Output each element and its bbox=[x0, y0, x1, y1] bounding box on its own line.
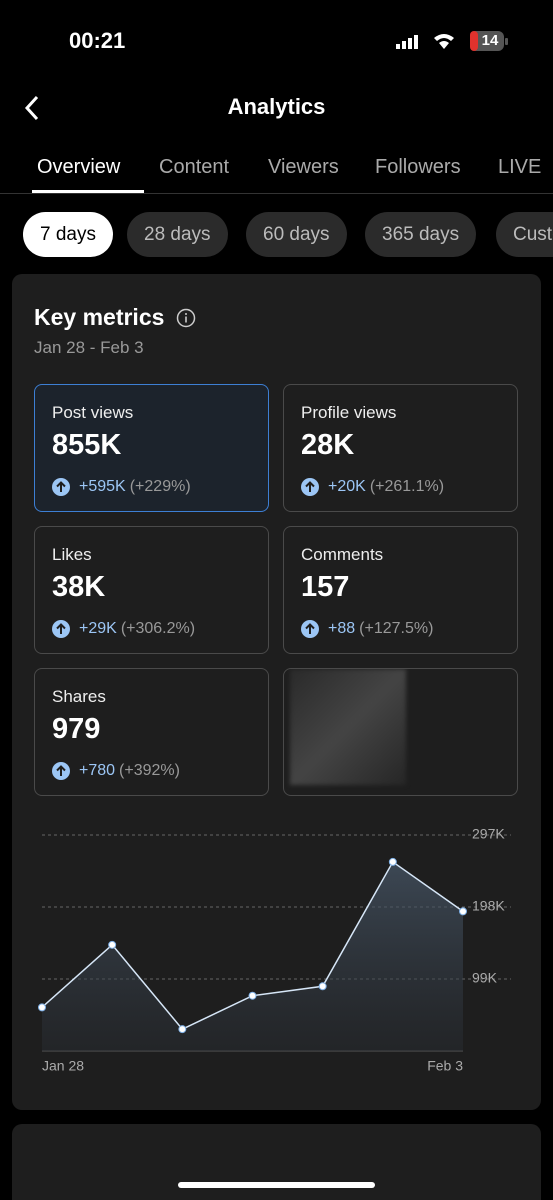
metric-change: +780 (+392%) bbox=[79, 762, 180, 780]
change-value: +780 bbox=[79, 762, 116, 779]
point bbox=[108, 940, 117, 949]
up-arrow bbox=[305, 623, 315, 634]
metric-label: Likes bbox=[52, 545, 92, 564]
panel-title: Key metrics bbox=[34, 304, 165, 330]
up-icon bbox=[301, 478, 319, 496]
range-pill[interactable]: 28 days bbox=[127, 212, 228, 257]
point bbox=[248, 991, 257, 1000]
point bbox=[178, 1025, 187, 1034]
point bbox=[38, 1003, 46, 1012]
metric-card[interactable]: Comments 157 +88 (+127.5%) bbox=[283, 526, 518, 654]
up-arrow bbox=[56, 765, 66, 776]
change-value: +595K bbox=[79, 478, 126, 495]
change-percent: (+392%) bbox=[119, 762, 180, 779]
divider bbox=[0, 193, 553, 194]
home-indicator bbox=[178, 1182, 375, 1188]
chart: 99K 198K 297K Jan 28 Feb 3 bbox=[38, 826, 511, 1074]
next-panel bbox=[12, 1124, 541, 1200]
y-tick-label: 297K bbox=[472, 826, 505, 842]
blurred-card bbox=[283, 668, 518, 796]
up-icon bbox=[52, 620, 70, 638]
up-arrow bbox=[305, 481, 315, 492]
area bbox=[42, 861, 463, 1051]
metric-label: Profile views bbox=[301, 403, 397, 422]
x-tick-label: Feb 3 bbox=[427, 1058, 463, 1074]
status-icons bbox=[396, 31, 508, 51]
point bbox=[318, 982, 327, 991]
change-value: +29K bbox=[79, 620, 117, 637]
up-icon bbox=[301, 620, 319, 638]
blur bbox=[290, 669, 406, 785]
change-value: +20K bbox=[328, 478, 366, 495]
metric-change: +20K (+261.1%) bbox=[328, 478, 444, 496]
metric-label: Comments bbox=[301, 545, 384, 564]
metric-value: 38K bbox=[52, 571, 106, 603]
change-percent: (+127.5%) bbox=[359, 620, 434, 637]
change-percent: (+306.2%) bbox=[120, 620, 196, 637]
tab[interactable]: Followers bbox=[375, 156, 461, 178]
x-tick-label: Jan 28 bbox=[42, 1058, 84, 1074]
metric-label: Shares bbox=[52, 687, 106, 706]
metric-value: 28K bbox=[301, 429, 355, 461]
up-icon bbox=[52, 478, 70, 496]
metric-value: 855K bbox=[52, 429, 122, 461]
tab[interactable]: Viewers bbox=[268, 156, 339, 178]
tab[interactable]: Content bbox=[159, 156, 230, 178]
panel-dates: Jan 28 - Feb 3 bbox=[34, 338, 144, 357]
metric-label: Post views bbox=[52, 403, 134, 422]
metric-card[interactable]: Shares 979 +780 (+392%) bbox=[34, 668, 269, 796]
metric-value: 979 bbox=[52, 713, 101, 745]
tab-indicator bbox=[32, 190, 144, 193]
y-tick-label: 99K bbox=[472, 970, 498, 986]
metric-change: +595K (+229%) bbox=[79, 478, 191, 496]
up-arrow bbox=[56, 481, 66, 492]
metric-value: 157 bbox=[301, 571, 350, 603]
tab[interactable]: Overview bbox=[37, 156, 121, 178]
header-title: Analytics bbox=[227, 94, 326, 119]
range-pill[interactable]: 7 days bbox=[23, 212, 113, 257]
metric-card[interactable]: Likes 38K +29K (+306.2%) bbox=[34, 526, 269, 654]
back-button[interactable] bbox=[20, 94, 44, 122]
metric-card[interactable]: Post views 855K +595K (+229%) bbox=[34, 384, 269, 512]
time: 00:21 bbox=[69, 28, 126, 53]
metric-card[interactable]: Profile views 28K +20K (+261.1%) bbox=[283, 384, 518, 512]
tab[interactable]: LIVE bbox=[498, 156, 542, 178]
point bbox=[388, 857, 397, 866]
metric-change: +88 (+127.5%) bbox=[328, 620, 433, 638]
change-percent: (+261.1%) bbox=[369, 478, 445, 495]
y-tick-label: 198K bbox=[472, 898, 505, 914]
info-icon[interactable] bbox=[176, 308, 196, 328]
range-pill[interactable]: 60 days bbox=[246, 212, 347, 257]
battery: 14 bbox=[481, 32, 499, 49]
up-icon bbox=[52, 762, 70, 780]
change-percent: (+229%) bbox=[129, 478, 191, 495]
change-value: +88 bbox=[328, 620, 356, 637]
metric-change: +29K (+306.2%) bbox=[79, 620, 195, 638]
range-pill[interactable]: Custom bbox=[496, 212, 553, 257]
range-pill[interactable]: 365 days bbox=[365, 212, 477, 257]
up-arrow bbox=[56, 623, 66, 634]
point bbox=[459, 907, 467, 916]
